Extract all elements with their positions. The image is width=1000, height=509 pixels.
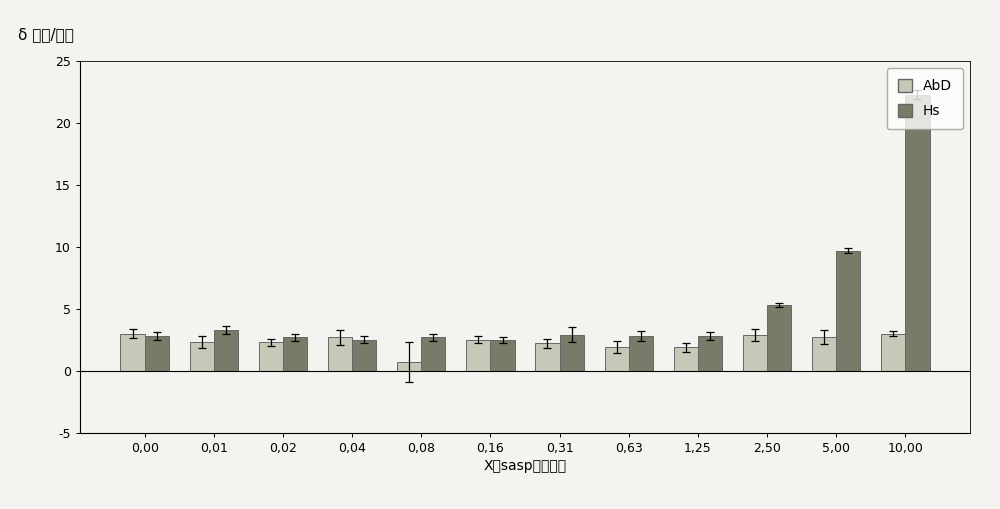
Bar [490,340,515,371]
Bar [214,330,238,371]
Bar [352,340,376,371]
Bar [836,250,860,371]
Bar [328,337,352,371]
Bar [605,347,629,371]
Bar [283,337,307,371]
Bar [560,335,584,371]
Bar [145,336,169,371]
Bar [120,333,145,371]
Bar [767,305,791,371]
Bar [421,337,445,371]
Bar [466,340,490,371]
Legend: AbD, Hs: AbD, Hs [887,68,963,129]
Bar [674,347,698,371]
Bar [812,337,836,371]
Bar [629,336,653,371]
Bar [535,344,560,371]
Bar [397,362,421,371]
Text: δ 荧光/分钟: δ 荧光/分钟 [18,27,74,43]
X-axis label: X（sasp的浓度）: X（sasp的浓度） [483,459,567,473]
Bar [743,335,767,371]
Bar [259,342,283,371]
Bar [881,333,905,371]
Bar [905,95,930,371]
Bar [698,336,722,371]
Bar [190,342,214,371]
